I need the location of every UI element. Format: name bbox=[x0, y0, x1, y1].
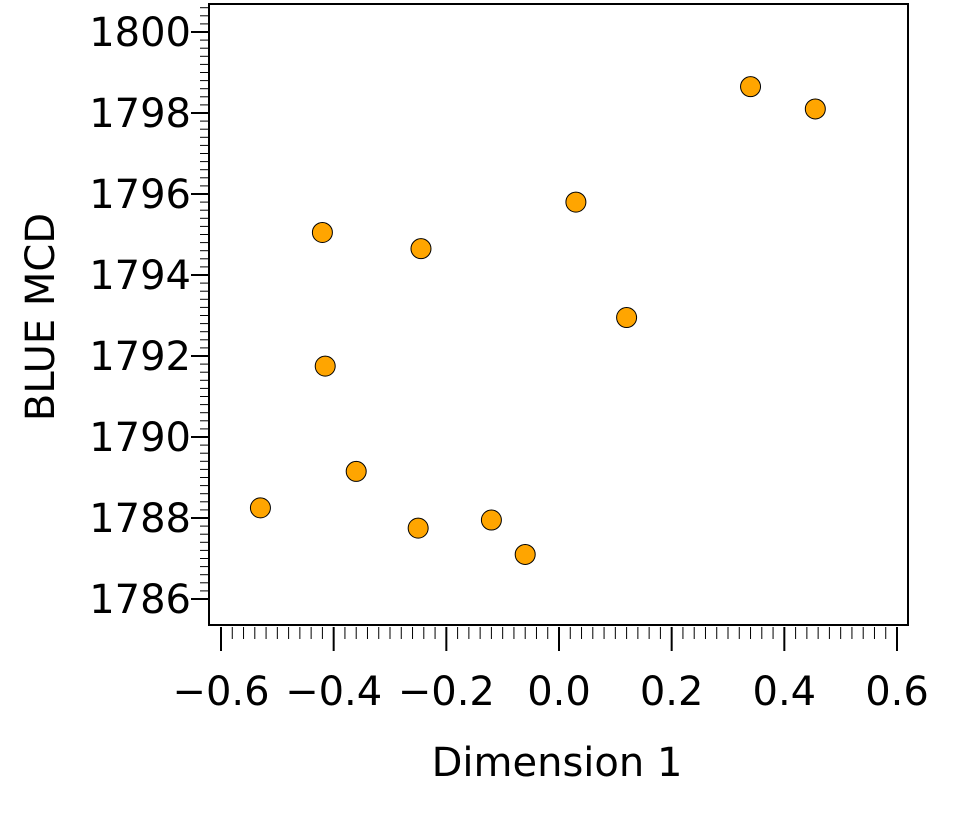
x-tick-label: 0.0 bbox=[527, 669, 591, 715]
x-tick-label: −0.2 bbox=[398, 669, 495, 715]
data-point bbox=[480, 509, 502, 531]
x-tick-label: 0.4 bbox=[753, 669, 817, 715]
data-point bbox=[410, 238, 432, 260]
data-point bbox=[804, 98, 826, 120]
y-tick-label: 1790 bbox=[89, 415, 191, 461]
data-point bbox=[345, 460, 367, 482]
y-axis-label: BLUE MCD bbox=[18, 213, 64, 421]
y-tick-label: 1786 bbox=[89, 577, 191, 623]
data-points bbox=[249, 76, 826, 565]
y-tick-label: 1796 bbox=[89, 172, 191, 218]
y-tick-label: 1792 bbox=[89, 334, 191, 380]
data-point bbox=[249, 497, 271, 519]
y-axis-ticks: 1786 1788 1790 1792 1794 1796 1798 1800 bbox=[89, 10, 208, 623]
data-point bbox=[616, 307, 638, 329]
x-tick-label: 0.2 bbox=[640, 669, 704, 715]
x-axis-ticks: −0.6 −0.4 −0.2 0.0 0.2 0.4 0.6 bbox=[172, 627, 929, 715]
data-point bbox=[514, 543, 536, 565]
plot-area bbox=[208, 3, 909, 626]
x-tick-label: 0.6 bbox=[865, 669, 929, 715]
x-tick-label: −0.6 bbox=[172, 669, 269, 715]
data-point bbox=[407, 517, 429, 539]
data-point bbox=[314, 355, 336, 377]
y-tick-label: 1788 bbox=[89, 496, 191, 542]
y-tick-label: 1798 bbox=[89, 91, 191, 137]
x-tick-label: −0.4 bbox=[285, 669, 382, 715]
data-point bbox=[311, 221, 333, 243]
x-axis-label: Dimension 1 bbox=[432, 740, 683, 786]
data-point bbox=[740, 76, 762, 98]
y-tick-label: 1800 bbox=[89, 10, 191, 56]
y-axis-minor-ticks bbox=[200, 7, 208, 600]
data-point bbox=[565, 191, 587, 213]
y-tick-label: 1794 bbox=[89, 253, 191, 299]
